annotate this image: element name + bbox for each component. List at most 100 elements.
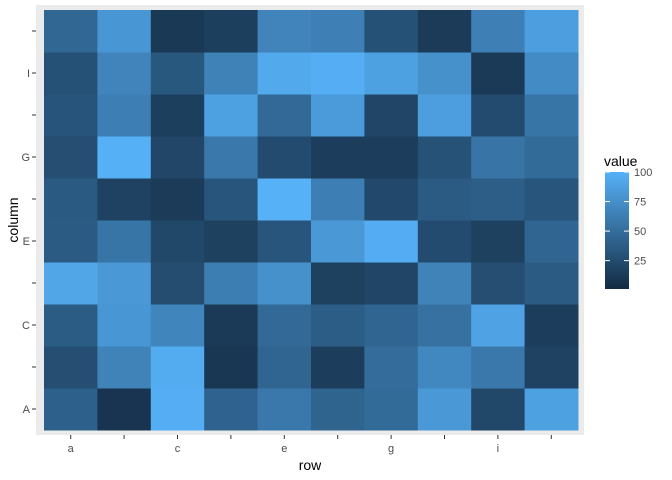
heatmap-cell	[311, 178, 365, 221]
heatmap-cell	[524, 304, 579, 347]
heatmap-cell	[524, 10, 579, 53]
heatmap-cell	[524, 52, 579, 95]
x-axis-title: row	[299, 457, 322, 473]
heatmap-cell	[524, 94, 579, 137]
heatmap-cell	[524, 346, 579, 389]
heatmap-cell	[311, 388, 365, 431]
heatmap-cell	[150, 10, 205, 53]
heatmap-cell	[524, 178, 579, 221]
heatmap-cell	[257, 262, 312, 305]
x-tick-label: a	[68, 443, 75, 455]
heatmap-cell	[44, 94, 98, 137]
heatmap-cell	[257, 136, 312, 179]
heatmap-cell	[364, 52, 419, 95]
y-axis-ticks: A C E G I	[21, 30, 36, 416]
heatmap-cell	[97, 346, 152, 389]
heatmap-cell	[97, 94, 152, 137]
heatmap-cell	[417, 388, 472, 431]
heatmap-cell	[311, 10, 365, 53]
heatmap-cell	[204, 304, 259, 347]
heatmap-cell	[257, 388, 312, 431]
heatmap-cell	[150, 220, 205, 263]
heatmap-cell	[417, 304, 472, 347]
legend-ticks: 25 50 75 100	[605, 167, 652, 268]
heatmap-cell	[524, 262, 579, 305]
heatmap-cell	[417, 178, 472, 221]
heatmap-cell	[204, 220, 259, 263]
heatmap-cell	[97, 178, 152, 221]
heatmap-cell	[524, 220, 579, 263]
heatmap-cell	[150, 262, 205, 305]
heatmap-cell	[97, 136, 152, 179]
heatmap-cell	[364, 220, 419, 263]
heatmap-cell	[150, 304, 205, 347]
heatmap-cell	[44, 136, 98, 179]
heatmap-cell	[204, 262, 259, 305]
legend-tick-label: 25	[634, 256, 646, 268]
heatmap-cell	[417, 262, 472, 305]
heatmap-cell	[257, 346, 312, 389]
heatmap-cell	[524, 388, 579, 431]
heatmap-cell	[471, 136, 526, 179]
color-legend: value 25 50 75 100	[604, 153, 652, 289]
heatmap-cell	[97, 10, 152, 53]
heatmap-cell	[417, 94, 472, 137]
heatmap-cell	[44, 346, 98, 389]
y-tick-label: G	[21, 152, 30, 164]
heatmap-cell	[44, 220, 98, 263]
heatmap-cell	[204, 10, 259, 53]
heatmap-cell	[44, 178, 98, 221]
heatmap-cell	[44, 10, 98, 53]
heatmap-cell	[204, 346, 259, 389]
legend-tick-label: 100	[634, 167, 652, 179]
y-axis-title: column	[5, 197, 21, 242]
heatmap-cell	[311, 262, 365, 305]
heatmap-cell	[97, 388, 152, 431]
heatmap-cell	[257, 178, 312, 221]
y-tick-label: I	[27, 68, 30, 80]
heatmap-cell	[257, 304, 312, 347]
legend-colorbar	[605, 172, 629, 289]
heatmap-cell	[257, 10, 312, 53]
heatmap-cell	[364, 178, 419, 221]
heatmap-cell	[204, 388, 259, 431]
heatmap-cell	[471, 262, 526, 305]
heatmap-cell	[257, 220, 312, 263]
x-tick-label: g	[388, 443, 394, 455]
heatmap-cell	[417, 220, 472, 263]
heatmap-cell	[364, 136, 419, 179]
heatmap-cell	[471, 52, 526, 95]
heatmap-cell	[311, 94, 365, 137]
heatmap-cell	[364, 10, 419, 53]
heatmap-cell	[471, 94, 526, 137]
heatmap-cell	[44, 52, 98, 95]
heatmap-cell	[150, 136, 205, 179]
heatmap-cell	[471, 388, 526, 431]
heatmap-cell	[311, 136, 365, 179]
x-tick-label: e	[281, 443, 287, 455]
heatmap-cell	[311, 52, 365, 95]
heatmap-cell	[257, 94, 312, 137]
y-tick-label: E	[23, 236, 30, 248]
heatmap-cell	[97, 262, 152, 305]
heatmap-cell	[364, 346, 419, 389]
heatmap-cell	[150, 94, 205, 137]
heatmap-cell	[311, 220, 365, 263]
y-tick-label: A	[23, 404, 31, 416]
legend-title: value	[604, 153, 638, 169]
heatmap-cell	[204, 136, 259, 179]
heatmap-cell	[417, 52, 472, 95]
heatmap-cell	[204, 94, 259, 137]
heatmap-cell	[97, 304, 152, 347]
heatmap-cell	[311, 304, 365, 347]
heatmap-cell	[204, 178, 259, 221]
heatmap-cell	[364, 388, 419, 431]
heatmap-cell	[150, 178, 205, 221]
heatmap-cell	[364, 262, 419, 305]
heatmap-cell	[364, 94, 419, 137]
heatmap-cell	[364, 304, 419, 347]
heatmap-cell	[97, 52, 152, 95]
heatmap-cell	[204, 52, 259, 95]
